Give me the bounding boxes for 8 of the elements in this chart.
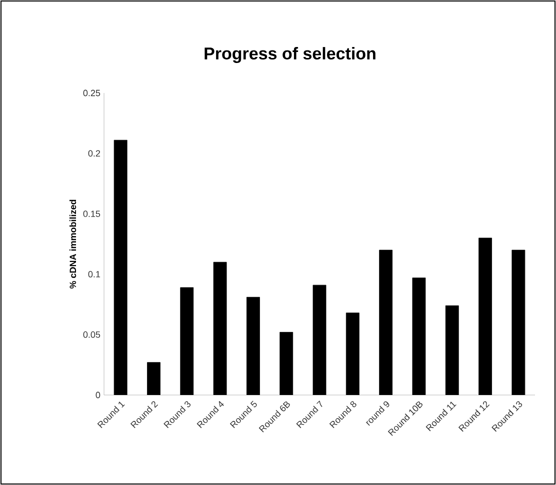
y-axis-title: % cDNA immobilized [69,200,76,289]
y-tick-label: 0.25 [83,90,100,96]
y-tick-label: 0.15 [83,210,100,217]
y-tick-label: 0.2 [88,150,100,157]
y-tick-label: 0 [96,392,100,398]
y-tick-label: 0.05 [83,331,100,338]
y-tick-label: 0.1 [88,271,100,278]
chart-title: Progress of selection [204,47,376,63]
